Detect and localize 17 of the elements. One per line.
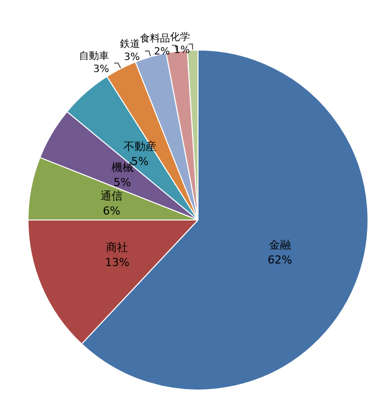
data-label: 3% [124, 52, 140, 63]
data-label: 62% [268, 253, 292, 266]
data-label: 3% [93, 64, 110, 76]
slice-label: 食料品 [140, 32, 170, 44]
data-label: 1% [174, 45, 190, 56]
slice-label: 化学 [170, 31, 190, 44]
data-label: 5% [131, 154, 149, 168]
data-label: 6% [102, 204, 120, 218]
slice-label: 通信 [100, 190, 123, 203]
slice-label: 自動車 [79, 50, 110, 62]
slice-label: 商社 [106, 240, 128, 254]
data-label: 2% [154, 46, 170, 58]
data-label: 13% [105, 256, 130, 269]
slice-label: 鉄道 [120, 38, 140, 50]
slice-label: 金融 [268, 238, 291, 252]
data-label: 5% [114, 176, 131, 190]
slice-label: 機械 [111, 161, 134, 174]
